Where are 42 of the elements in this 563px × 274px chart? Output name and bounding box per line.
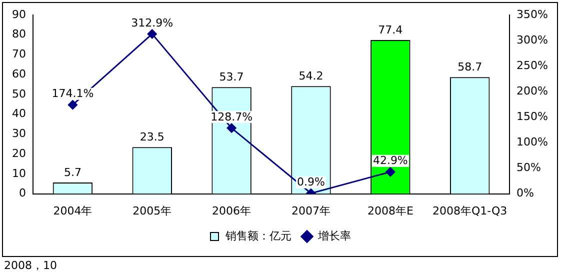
y-tick-label: 70 (12, 48, 26, 61)
data-label: 0.9% (297, 176, 325, 189)
text: 2008，10 (4, 258, 57, 273)
x-tick-label: 2004年 (53, 204, 92, 218)
x-tick-label: 2007年 (291, 204, 330, 218)
y-tick-label: 40 (12, 107, 26, 120)
point (226, 123, 236, 133)
x-tick-label: 2005年 (132, 204, 172, 218)
y-tick-label: 0 (18, 186, 26, 200)
data-label: 54.2 (298, 69, 324, 82)
y-tick-label: 10 (12, 166, 26, 180)
y2-tick-label: 100% (516, 136, 548, 149)
y-tick-label: 60 (12, 67, 26, 80)
y-tick-label: 80 (12, 28, 26, 41)
point (386, 167, 396, 177)
y2-tick-label: 200% (516, 84, 548, 98)
legend-label: 增长率 (317, 229, 351, 242)
y2-tick-label: 150% (516, 110, 548, 124)
point (68, 100, 78, 110)
y-tick-label: 20 (12, 146, 26, 160)
y-tick-label: 50 (12, 87, 26, 100)
data-label: 312.9% (131, 16, 174, 30)
y2-tick-label: 350% (516, 8, 548, 21)
y2-tick-label: 0% (516, 186, 534, 200)
x-tick-label: 2006年 (212, 204, 252, 218)
data-label: 42.9% (372, 154, 408, 168)
y2-tick-label: 300% (516, 33, 548, 46)
point (147, 29, 157, 39)
data-label: 53.7 (219, 70, 244, 84)
x-tick-label: 2008年Q1-Q3 (432, 204, 508, 218)
data-label: 77.4 (378, 23, 403, 36)
y2-tick-label: 250% (516, 58, 548, 72)
legend-label: 销售额：亿元 (224, 229, 292, 242)
y-tick-label: 30 (12, 127, 26, 140)
data-label: 58.7 (458, 60, 482, 74)
y-tick-label: 90 (12, 8, 26, 21)
data-label: 23.5 (140, 130, 164, 144)
data-label: 5.7 (64, 166, 82, 179)
data-label: 128.7% (210, 110, 253, 124)
data-label: 174.1% (52, 87, 94, 100)
y2-tick-label: 50% (516, 161, 542, 174)
x-tick-label: 2008年E (367, 204, 414, 218)
